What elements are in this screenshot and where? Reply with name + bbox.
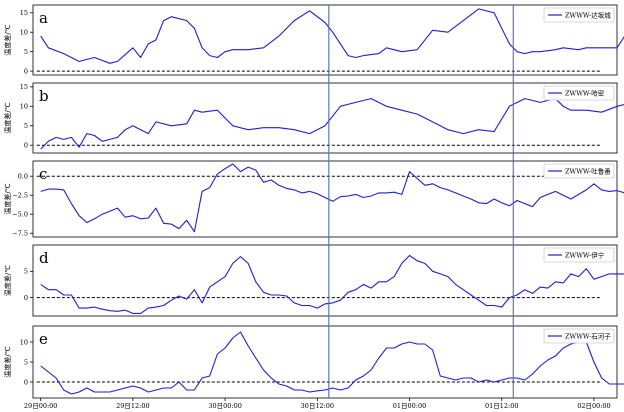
panel-frame xyxy=(32,160,618,238)
legend-label: ZWWW-达坂城 xyxy=(565,10,611,19)
x-tick-label: 30日00:00 xyxy=(208,402,242,410)
panel-letter: e xyxy=(39,330,48,348)
x-tick-label: 02日00:00 xyxy=(577,402,611,410)
y-tick-label: 0 xyxy=(24,67,28,75)
y-axis-label: 温度差/℃ xyxy=(3,265,12,296)
legend-label: ZWWW-伊宁 xyxy=(565,250,605,259)
panel-frame xyxy=(32,4,618,76)
legend-box xyxy=(543,7,615,23)
panel-letter: b xyxy=(39,87,49,105)
x-tick-label: 29日00:00 xyxy=(24,402,58,410)
y-axis-label: 温度差/℃ xyxy=(3,183,12,214)
y-tick-label: 5 xyxy=(24,48,28,56)
legend-label: ZWWW-哈密 xyxy=(565,88,605,97)
panel-frame xyxy=(32,244,618,317)
y-tick-label: 0 xyxy=(24,294,28,302)
legend-box xyxy=(543,247,615,263)
y-tick-label: 15 xyxy=(20,83,28,91)
y-tick-label: 5 xyxy=(24,122,28,130)
y-tick-label: −2.5 xyxy=(12,192,28,200)
panel-b: 0 5 10 15 温度差/℃ b ZWWW-哈密 xyxy=(3,82,624,154)
legend-box xyxy=(543,163,615,179)
y-tick-label: −5.0 xyxy=(12,211,28,219)
series-line-e xyxy=(40,331,624,395)
panel-c: 0.0 −2.5 −5.0 −7.5 温度差/℃ c ZWWW-吐鲁番 xyxy=(3,160,624,238)
series-line-c xyxy=(40,163,624,233)
legend-label: ZWWW-吐鲁番 xyxy=(565,166,611,175)
vertical-markers xyxy=(328,5,514,398)
panel-frame xyxy=(32,325,618,399)
y-tick-label: 10 xyxy=(20,338,28,346)
y-tick-label: 15 xyxy=(20,9,28,17)
y-tick-label: 10 xyxy=(20,103,28,111)
y-tick-label: 10 xyxy=(20,29,28,37)
panel-letter: d xyxy=(39,249,49,267)
y-tick-label: 0 xyxy=(24,142,28,150)
x-tick-label: 29日12:00 xyxy=(116,402,150,410)
panel-e: 0 5 10 温度差/℃ e ZWWW-石河子 xyxy=(3,325,624,399)
series-line-a xyxy=(40,8,624,64)
panel-d: 0 5 温度差/℃ d ZWWW-伊宁 xyxy=(3,244,624,317)
x-tick-label: 30日12:00 xyxy=(301,402,335,410)
legend-box xyxy=(543,85,615,101)
panel-letter: c xyxy=(39,165,47,183)
x-tick-label: 01日00:00 xyxy=(393,402,427,410)
series-line-d xyxy=(40,254,624,314)
y-axis-label: 温度差/℃ xyxy=(3,24,12,55)
x-tick-label: 01日12:00 xyxy=(485,402,519,410)
y-axis-label: 温度差/℃ xyxy=(3,346,12,377)
panel-letter: a xyxy=(39,9,48,27)
y-axis-label: 温度差/℃ xyxy=(3,102,12,133)
panel-frame xyxy=(32,82,618,154)
series-line-b xyxy=(40,98,624,150)
legend-label: ZWWW-石河子 xyxy=(565,332,611,340)
y-tick-label: −7.5 xyxy=(12,230,28,238)
panel-a: 0 5 10 15 温度差/℃ a ZWWW-达坂城 xyxy=(3,4,624,76)
x-axis: 29日00:00 29日12:00 30日00:00 30日12:00 01日00:00… xyxy=(24,398,611,410)
y-tick-label: 5 xyxy=(24,358,28,366)
legend-box xyxy=(543,328,615,344)
y-tick-label: 0.0 xyxy=(18,173,28,181)
y-tick-label: 5 xyxy=(24,268,28,276)
y-tick-label: 0 xyxy=(24,378,28,386)
